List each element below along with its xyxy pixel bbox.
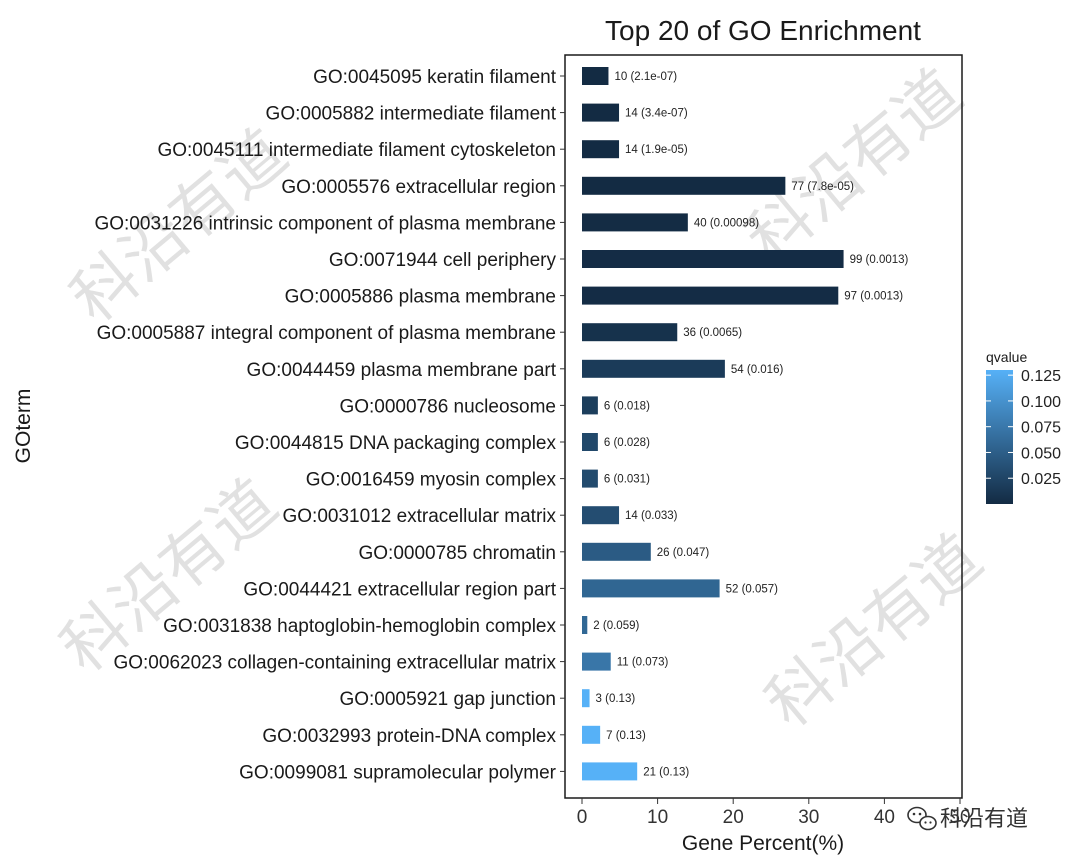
bar-data-label: 10 (2.1e-07) [614,71,677,83]
legend-tick-label: 0.125 [1021,368,1061,385]
y-tick-labels: GO:0045095 keratin filament GO:0005882 in… [94,67,565,783]
bar-data-label: 2 (0.059) [593,620,639,632]
bar [582,652,611,671]
bar [582,396,598,415]
bar-data-label: 6 (0.018) [604,400,650,412]
bars-layer: 10 (2.1e-07) 14 (3.4e-07) 14 (1.9e-05) 77 (… [582,67,909,781]
bar-data-label: 3 (0.13) [596,693,636,705]
bar [582,725,601,744]
bar [582,579,720,598]
x-axis: 0 10 20 30 40 50 [577,798,971,828]
y-tick-label: GO:0062023 collagen-containing extracell… [113,653,556,674]
x-axis-title: Gene Percent(%) [682,832,844,855]
bar-data-label: 99 (0.0013) [850,254,909,266]
legend-tick-label: 0.100 [1021,394,1061,411]
bar [582,286,839,305]
y-tick-label: GO:0016459 myosin complex [306,470,557,491]
bar-data-label: 21 (0.13) [643,766,689,778]
legend-title: qvalue [986,349,1027,365]
bar [582,213,688,232]
watermark-text: 科沿有道 [733,56,977,277]
bar-data-label: 6 (0.031) [604,474,650,486]
wechat-icon [907,806,937,831]
y-axis-title: GOterm [12,389,35,464]
bar-data-label: 77 (7.8e-05) [791,181,854,193]
bar [582,359,725,378]
y-tick-label: GO:0044815 DNA packaging complex [235,433,557,454]
bar [582,250,844,268]
bar [582,140,620,159]
y-tick-label: GO:0005882 intermediate filament [266,104,557,125]
bar-data-label: 6 (0.028) [604,437,650,449]
legend-tick-label: 0.050 [1021,445,1061,462]
x-tick-label: 20 [723,807,744,828]
y-tick-label: GO:0044421 extracellular region part [243,579,556,600]
x-tick-label: 10 [647,807,668,828]
y-tick-label: GO:0045111 intermediate filament cytoske… [157,140,556,161]
y-tick-label: GO:0071944 cell periphery [329,250,557,271]
legend-ticks: 0.025 0.050 0.075 0.100 0.125 [986,368,1061,488]
corner-watermark-text: 科沿有道 [940,807,1028,832]
bar-data-label: 14 (1.9e-05) [625,144,688,156]
x-tick-label: 0 [577,807,588,828]
y-tick-label: GO:0031012 extracellular matrix [282,506,556,527]
bar [582,176,786,195]
legend-tick-label: 0.025 [1021,471,1061,488]
x-tick-label: 40 [874,807,895,828]
bar-data-label: 7 (0.13) [606,730,646,742]
x-tick-label: 30 [798,807,819,828]
watermark-text: 科沿有道 [753,521,997,742]
legend-colorbar [986,370,1013,504]
bar-data-label: 54 (0.016) [731,364,784,376]
plot-panel [564,54,963,799]
qvalue-legend: qvalue 0.025 0.050 0.075 0.100 0.125 [986,349,1061,504]
y-tick-label: GO:0099081 supramolecular polymer [239,762,557,783]
bar-data-label: 11 (0.073) [617,657,669,669]
y-tick-label: GO:0005921 gap junction [339,689,556,710]
legend-tick-label: 0.075 [1021,420,1061,437]
bar-data-label: 52 (0.057) [726,583,779,595]
y-tick-label: GO:0000785 chromatin [358,543,556,564]
y-tick-label: GO:0005887 integral component of plasma … [97,323,556,344]
bar [582,469,598,488]
bar [582,103,620,122]
bar [582,506,620,525]
bar-data-label: 26 (0.047) [657,547,710,559]
y-tick-label: GO:0031226 intrinsic component of plasma… [94,213,556,234]
y-tick-label: GO:0044459 plasma membrane part [247,360,557,381]
y-tick-label: GO:0032993 protein-DNA complex [262,726,556,747]
bar [582,323,678,342]
bar [582,542,651,561]
bar-data-label: 14 (3.4e-07) [625,108,688,120]
corner-watermark: 科沿有道 [907,806,1028,832]
bar-data-label: 40 (0.00098) [694,217,759,229]
y-tick-label: GO:0005576 extracellular region [281,177,556,198]
y-tick-label: GO:0005886 plasma membrane [285,287,556,308]
bar [582,762,638,781]
y-tick-label: GO:0031838 haptoglobin-hemoglobin comple… [163,616,556,637]
bar [582,616,588,634]
y-tick-label: GO:0045095 keratin filament [313,67,557,88]
bar [582,67,609,85]
bar-data-label: 97 (0.0013) [844,291,903,303]
bar-data-label: 36 (0.0065) [683,327,742,339]
bar-data-label: 14 (0.033) [625,510,678,522]
y-tick-label: GO:0000786 nucleosome [339,396,556,417]
chart-title: Top 20 of GO Enrichment [605,15,921,46]
x-tick-label: 50 [949,807,970,828]
bar [582,433,598,451]
bar [582,689,590,708]
